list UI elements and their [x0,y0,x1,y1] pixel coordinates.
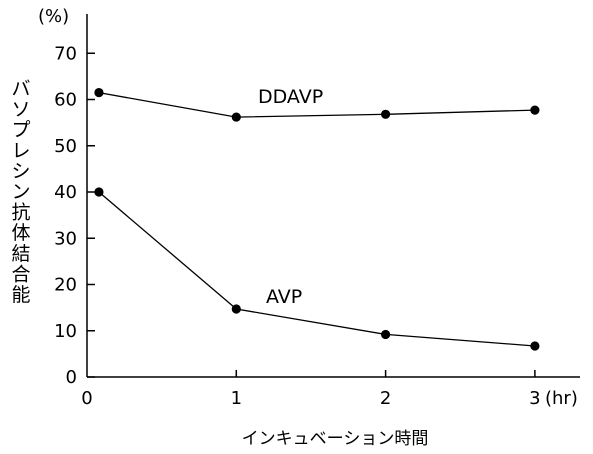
y-axis-title-char: プ [11,119,30,141]
y-tick-label: 40 [54,182,77,203]
data-point-avp [94,187,104,197]
x-axis: 0 1 2 3 [81,370,580,409]
x-tick-label: 1 [231,388,242,409]
x-tick-label: 0 [81,388,92,409]
y-axis-title-char: バ [11,78,30,100]
y-unit-label: (%) [38,6,69,27]
y-tick-label: 20 [54,275,77,296]
data-point-ddavp [231,112,241,122]
data-point-ddavp [530,105,540,115]
y-axis-title-char: 体 [11,222,30,244]
y-tick-label: 60 [54,90,77,111]
y-axis: 0 10 20 30 40 50 60 70 [54,14,95,388]
x-tick-label: 2 [380,388,391,409]
series-line-avp [98,191,535,347]
y-axis-title-char: 能 [11,284,30,306]
data-point-avp [530,341,540,351]
y-tick-label: 30 [54,228,77,249]
x-unit-label: (hr) [545,388,578,409]
y-axis-title-char: 結 [11,243,30,265]
y-axis-title-char: シ [11,160,30,182]
y-axis-title-char: 合 [11,263,30,285]
y-axis-title-char: 抗 [11,202,30,224]
y-tick-label: 10 [54,321,77,342]
y-axis-title-char: ソ [11,99,30,121]
y-axis-title-char: ン [11,181,30,203]
data-point-avp [231,304,241,314]
data-point-avp [381,329,391,340]
y-tick-label: 70 [54,43,77,64]
series-line-ddavp [98,91,535,118]
data-point-ddavp [381,109,391,119]
data-point-ddavp [94,87,104,98]
x-tick-label: 3 [529,388,540,409]
series-label-avp: AVP [266,286,302,308]
y-tick-label: 50 [54,136,77,157]
x-axis-title: インキュベーション時間 [242,429,429,449]
y-axis-title-char: レ [11,140,30,162]
y-tick-label: 0 [66,367,77,388]
series-label-ddavp: DDAVP [258,86,323,108]
series-layer [94,87,540,351]
